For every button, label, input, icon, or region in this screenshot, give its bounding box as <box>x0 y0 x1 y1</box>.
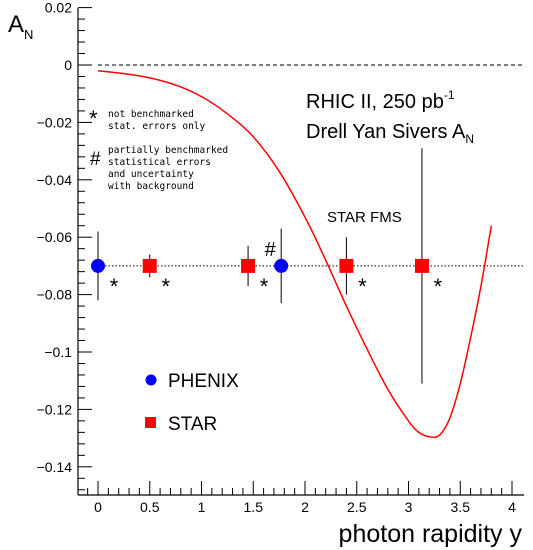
data-point <box>142 258 157 273</box>
annotation-title-sub: N <box>465 132 474 146</box>
x-axis-label: photon rapidity y <box>339 520 523 548</box>
y-tick-label: 0.02 <box>45 0 72 16</box>
legend-phenix-marker <box>145 374 157 386</box>
data-point <box>91 258 105 273</box>
data-point-flag: # <box>265 239 277 261</box>
legend-star-label: STAR <box>168 414 217 435</box>
y-tick-label: −0.08 <box>37 287 73 303</box>
x-tick-label: 2.5 <box>347 499 367 515</box>
x-tick-label: 4 <box>508 499 516 515</box>
x-tick-label: 3 <box>405 499 413 515</box>
note-hash-line3: and uncertainty <box>108 169 194 180</box>
x-tick-label: 3.5 <box>451 499 471 515</box>
data-point <box>241 258 256 273</box>
legend-star-marker <box>145 417 156 428</box>
y-tick-label: 0 <box>64 57 72 73</box>
data-point-flag: * <box>260 274 269 299</box>
x-tick-label: 1.5 <box>244 499 264 515</box>
data-point <box>274 258 289 273</box>
y-tick-label: −0.06 <box>37 229 73 245</box>
data-point-flag: * <box>161 274 170 299</box>
y-tick-label: −0.14 <box>37 459 73 475</box>
theory-curve <box>97 69 493 439</box>
annotation-title-line1: RHIC II, 250 pb-1 <box>306 88 455 113</box>
data-point-flag: * <box>110 274 119 299</box>
y-tick-label: −0.04 <box>37 172 73 188</box>
data-point-flag: * <box>434 274 443 299</box>
note-star-symbol: * <box>89 106 98 131</box>
y-axis-label: AN <box>8 11 33 42</box>
note-hash-line2: statistical errors <box>108 157 211 168</box>
star-fms-label: STAR FMS <box>327 209 402 226</box>
y-tick-label: −0.12 <box>37 401 73 417</box>
x-tick-label: 2 <box>301 499 309 515</box>
annotation-title-line2: Drell Yan Sivers AN <box>306 121 474 146</box>
note-star-line2: stat. errors only <box>108 121 206 132</box>
x-tick-label: 0 <box>94 499 102 515</box>
note-star-line1: not benchmarked <box>108 109 194 120</box>
note-hash-symbol: # <box>90 149 101 170</box>
data-points: * # * * * * <box>91 148 443 384</box>
data-point-flag: * <box>358 274 367 299</box>
tick-labels: 0 0.5 1 1.5 2 2.5 3 3.5 4 0.02 0 −0.02 −0.04 −0.06 −0.… <box>37 0 517 515</box>
y-tick-label: −0.02 <box>37 114 73 130</box>
x-tick-label: 1 <box>198 499 206 515</box>
note-hash-line4: with background <box>108 181 194 192</box>
y-tick-label: −0.1 <box>44 344 72 360</box>
axis-ticks <box>78 7 513 495</box>
x-tick-label: 0.5 <box>140 499 160 515</box>
data-point <box>414 258 429 273</box>
data-point <box>339 258 354 273</box>
annotation-title-sup: -1 <box>444 88 455 102</box>
note-hash-line1: partially benchmarked <box>108 145 228 156</box>
y-axis-label-sub: N <box>24 27 33 42</box>
legend-phenix-label: PHENIX <box>168 371 239 392</box>
